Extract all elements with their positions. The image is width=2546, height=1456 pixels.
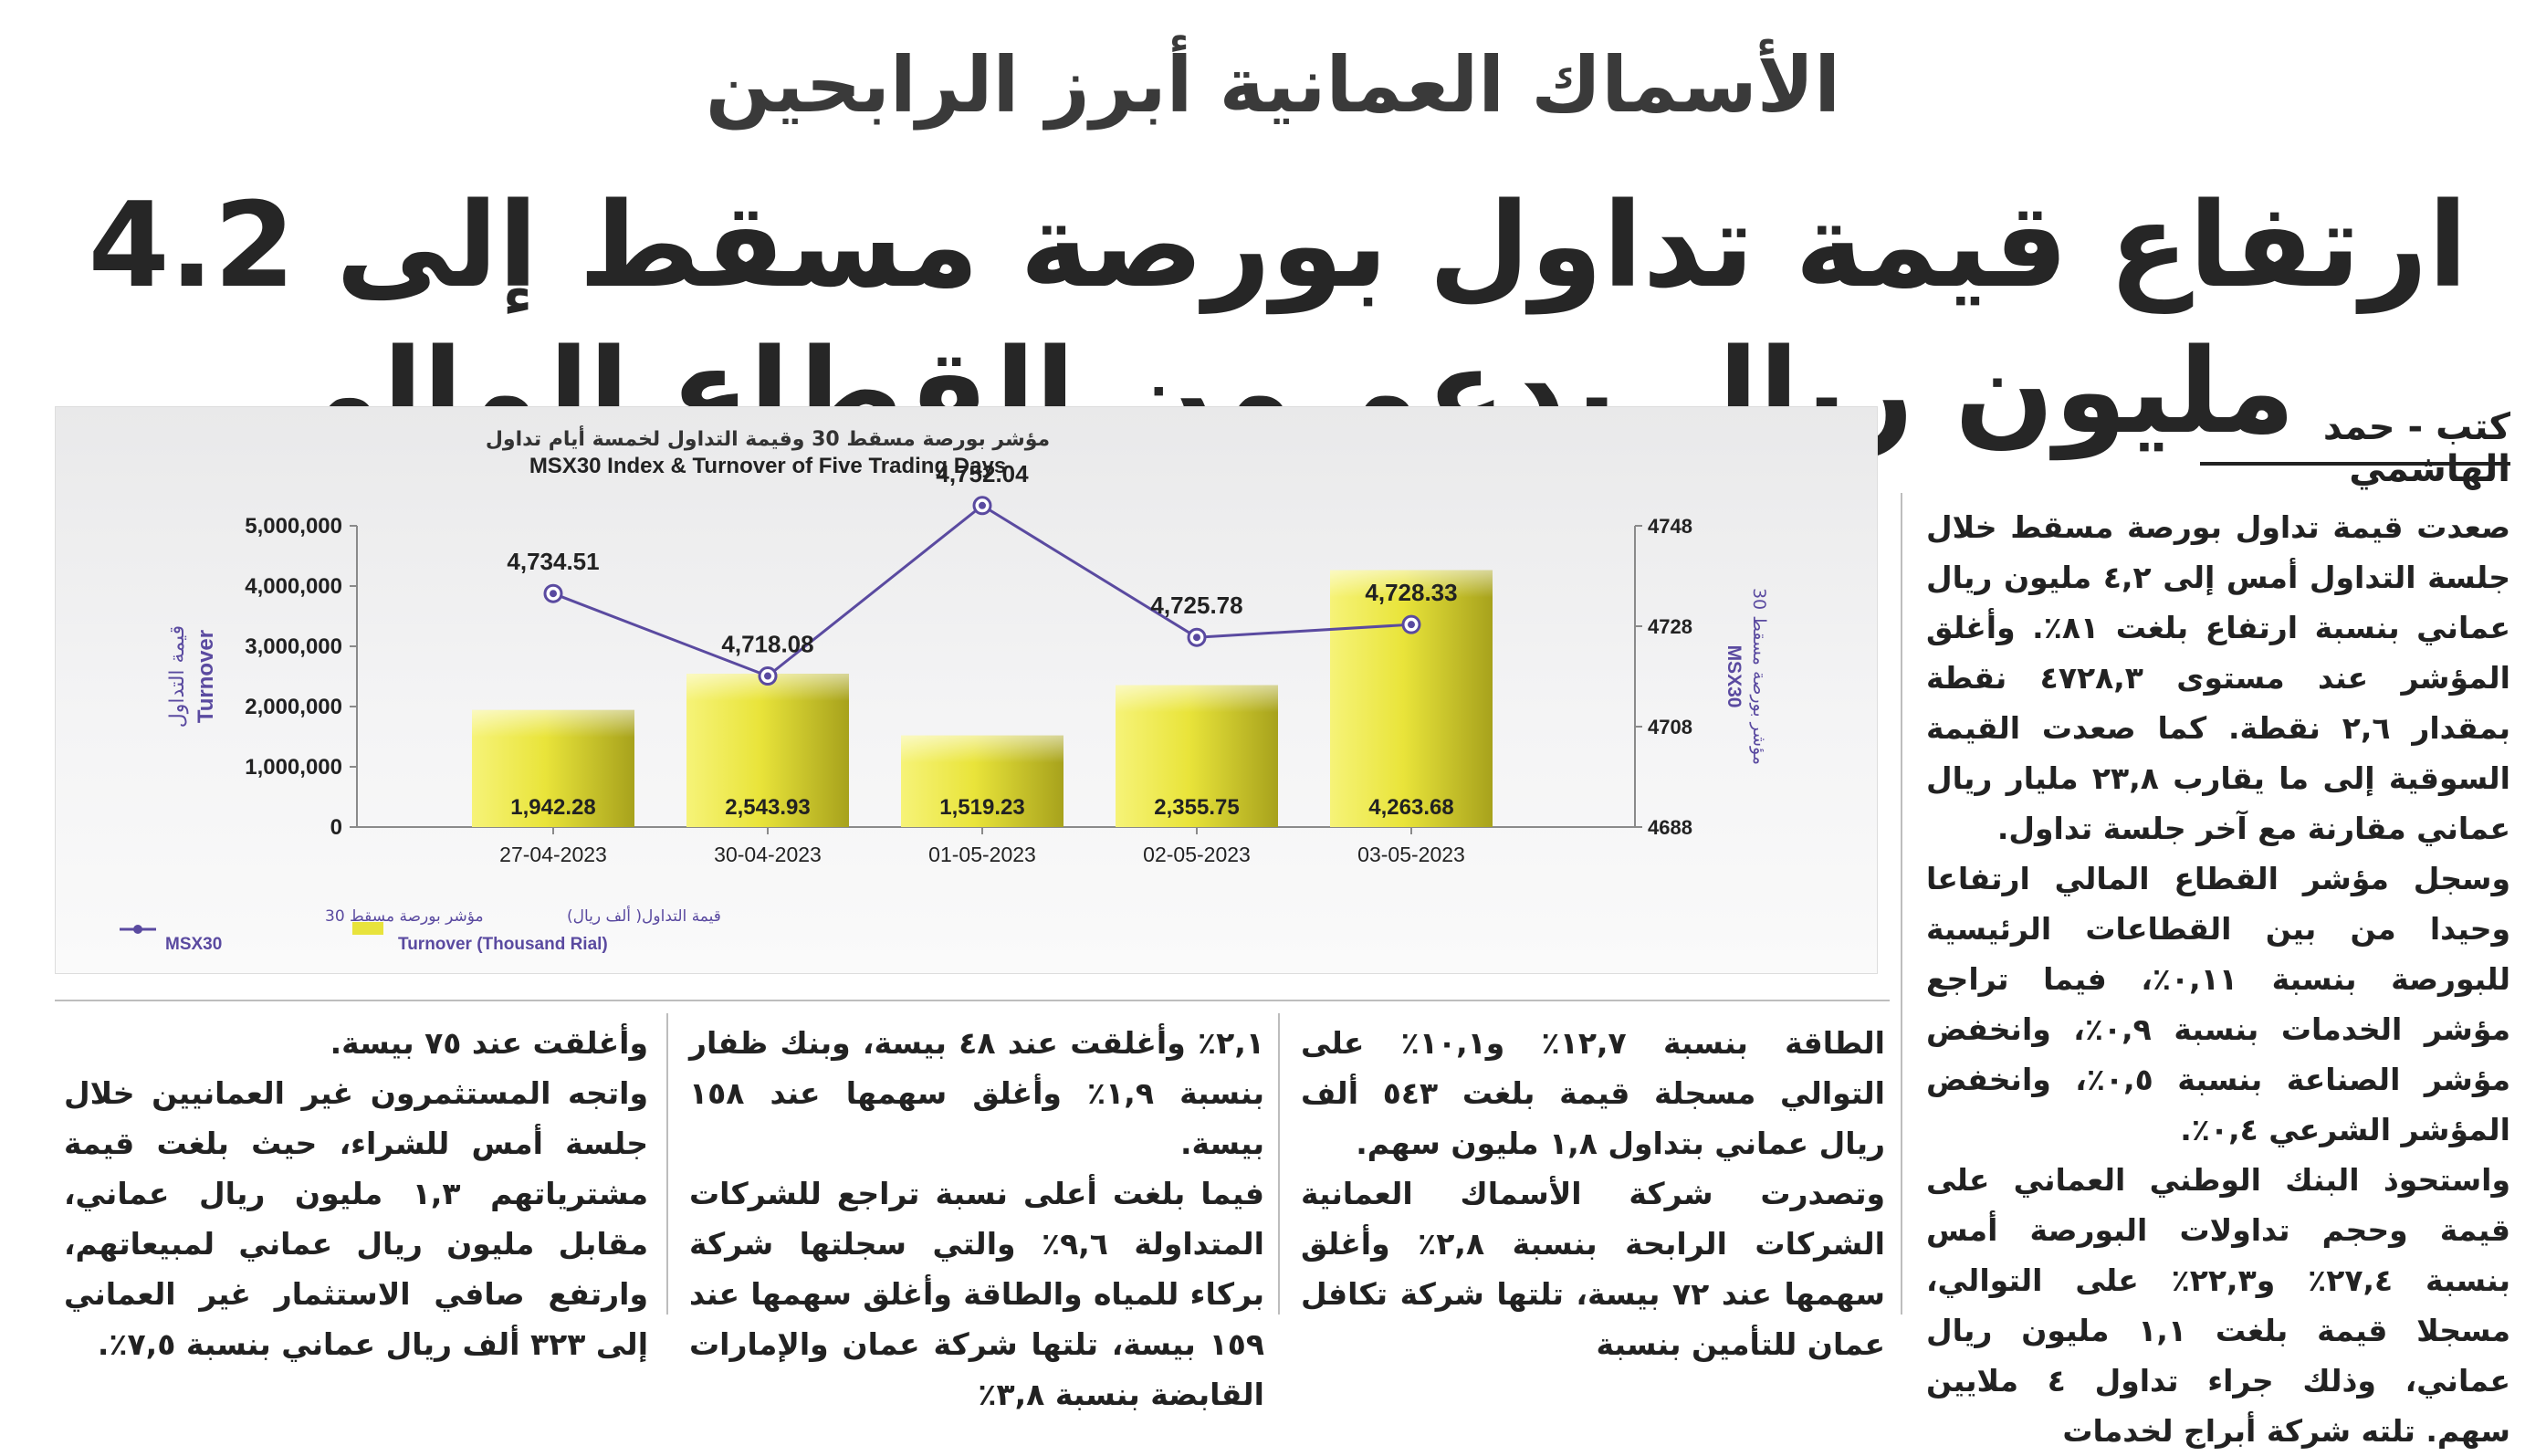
y-left-tick-label: 2,000,000 [245,695,342,719]
y-right-tick-label: 4688 [1648,816,1692,839]
msx30-point-core [979,501,986,509]
msx30-point-label: 4,718.08 [721,631,813,658]
article-column-2: الطاقة بنسبة ١٢,٧٪ و١٠,١٪ على التوالي مس… [1301,1018,1885,1369]
paragraph: وسجل مؤشر القطاع المالي ارتفاعا وحيدا من… [1926,861,2511,1147]
legend-turnover-label-ar: قيمة التداول( ألف ريال) [567,906,721,926]
turnover-bar-label: 1,519.23 [939,795,1024,820]
msx30-point-label: 4,752.04 [936,460,1029,487]
legend-turnover-label-en: Turnover (Thousand Rial) [398,935,608,954]
paragraph: واتجه المستثمرون غير العمانيين خلال جلسة… [64,1075,648,1362]
y-left-tick-label: 1,000,000 [245,755,342,780]
x-tick-label: 01-05-2023 [928,843,1036,866]
y-right-ticks: 4688 4708 4728 4748 [1635,515,1692,839]
y-left-title-ar: قيمة التداول [166,625,189,728]
y-left-ticks: 0 1,000,000 2,000,000 3,000,000 4,000,000 5,0… [245,514,357,840]
legend-msx30-label-ar: مؤشر بورصة مسقط 30 [325,907,484,926]
paragraph: صعدت قيمة تداول بورصة مسقط خلال جلسة الت… [1926,509,2511,846]
column-divider-1 [1901,493,1902,1315]
msx30-turnover-chart: مؤشر بورصة مسقط 30 وقيمة التداول لخمسة أ… [55,406,1878,974]
paragraph: واستحوذ البنك الوطني العماني على قيمة وح… [1926,1162,2511,1449]
y-right-title-en: MSX30 [1724,645,1744,708]
chart-legend: مؤشر بورصة مسقط 30 MSX30 قيمة التداول( أ… [120,906,721,954]
turnover-bar-highlight [901,735,1063,763]
turnover-bar-labels: 1,942.28 2,543.93 1,519.23 2,355.75 4,263.68 [510,795,1453,820]
x-tick-label: 02-05-2023 [1143,843,1251,866]
chart-subtitle: MSX30 Index & Turnover of Five Trading D… [529,454,1006,478]
paragraph: ٢,١٪ وأغلقت عند ٤٨ بيسة، وبنك ظفار بنسبة… [689,1025,1265,1161]
legend-msx30-marker [133,925,142,934]
column-divider-2 [1278,1013,1280,1315]
msx30-line-series: 4,734.51 4,718.08 4,752.04 4,725.78 4,728.33 [507,460,1458,686]
y-left-tick-label: 3,000,000 [245,634,342,659]
x-tick-label: 30-04-2023 [714,843,822,866]
paragraph: وتصدرت شركة الأسماك العمانية الشركات الر… [1301,1176,1885,1362]
paragraph: وأغلقت عند ٧٥ بيسة. [330,1025,648,1061]
chart-canvas: مؤشر بورصة مسقط 30 وقيمة التداول لخمسة أ… [120,424,1769,954]
turnover-bars [472,570,1493,827]
x-tick-label: 03-05-2023 [1357,843,1465,866]
paragraph: الطاقة بنسبة ١٢,٧٪ و١٠,١٪ على التوالي مس… [1301,1025,1885,1161]
paragraph: فيما بلغت أعلى نسبة تراجع للشركات المتدا… [689,1176,1264,1412]
msx30-point-core [1408,621,1415,629]
article-column-1: صعدت قيمة تداول بورصة مسقط خلال جلسة الت… [1926,502,2510,1456]
msx30-point-label: 4,734.51 [507,548,599,575]
turnover-bar-label: 1,942.28 [510,795,595,820]
y-left-title-en: Turnover [194,630,218,723]
byline-underline [2200,462,2510,466]
y-right-tick-label: 4748 [1648,515,1692,538]
turnover-bar-label: 2,355.75 [1154,795,1239,820]
byline: كتب - حمد الهاشمي [2322,406,2510,490]
legend-msx30-label-en: MSX30 [165,935,222,954]
turnover-bar-highlight [1116,685,1278,713]
article-column-4: وأغلقت عند ٧٥ بيسة. واتجه المستثمرون غير… [64,1018,648,1369]
msx30-point-core [1193,634,1200,642]
column-divider-3 [666,1013,668,1315]
y-left-tick-label: 0 [330,815,342,840]
chart-title: مؤشر بورصة مسقط 30 وقيمة التداول لخمسة أ… [486,424,1050,451]
y-right-tick-label: 4728 [1648,615,1692,638]
article-column-3: ٢,١٪ وأغلقت عند ٤٨ بيسة، وبنك ظفار بنسبة… [689,1018,1264,1419]
msx30-line [552,503,1412,678]
turnover-bar-label: 2,543.93 [725,795,810,820]
msx30-point-label: 4,725.78 [1150,592,1242,619]
x-tick-label: 27-04-2023 [499,843,607,866]
turnover-bar-highlight [472,709,634,738]
turnover-bar [1330,570,1493,827]
turnover-bar-label: 4,263.68 [1368,795,1453,820]
article-kicker: الأسماك العمانية أبرز الرابحين [705,40,1841,130]
msx30-point-core [550,590,557,598]
msx30-point-core [764,672,771,680]
y-left-tick-label: 4,000,000 [245,574,342,599]
article-headline: ارتفاع قيمة تداول بورصة مسقط إلى 4.2 ملي… [88,178,2469,460]
y-right-tick-label: 4708 [1648,716,1692,738]
legend-turnover-swatch [352,922,383,935]
turnover-bar-highlight [1330,570,1493,598]
y-left-tick-label: 5,000,000 [245,514,342,539]
msx30-point-label: 4,728.33 [1365,579,1457,606]
section-divider [55,1000,1890,1001]
x-axis-ticks: 27-04-2023 30-04-2023 01-05-2023 02-05-2023… [499,827,1465,866]
y-right-title-ar: مؤشر بورصة مسقط 30 [1749,588,1769,765]
